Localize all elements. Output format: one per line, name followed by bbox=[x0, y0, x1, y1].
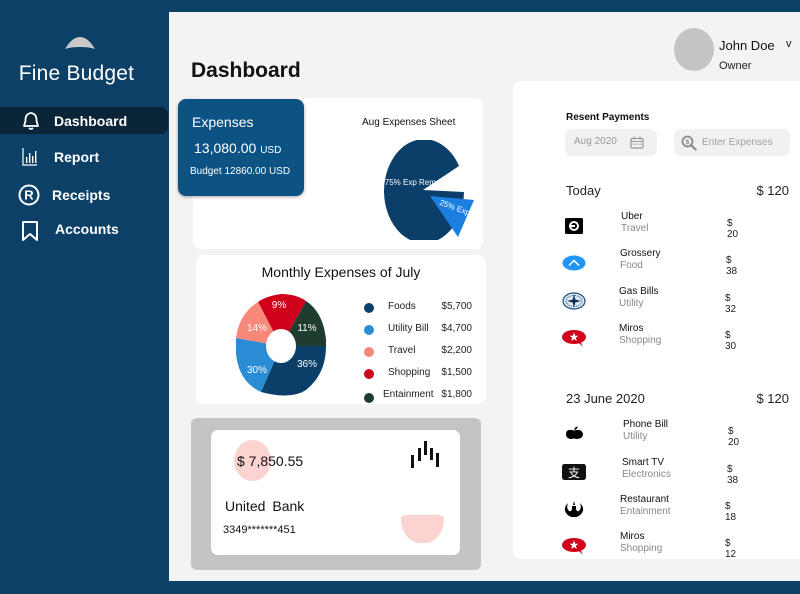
payment-row[interactable]: Phone Bill Utility $ 20 bbox=[561, 419, 741, 449]
legend-dot bbox=[364, 369, 374, 379]
payment-row[interactable]: 支 Smart TV Electronics $ 38 bbox=[561, 457, 741, 487]
sidebar-item-report[interactable]: Report bbox=[0, 143, 168, 170]
payment-row[interactable]: Gas Bills Utility $ 32 bbox=[561, 286, 741, 316]
bar-chart-icon bbox=[19, 146, 41, 168]
date-filter[interactable]: Aug 2020 bbox=[565, 129, 657, 156]
remaining-label: 75% Exp Remaining bbox=[385, 178, 457, 187]
payment-row[interactable]: Miros Shopping $ 30 bbox=[561, 323, 741, 353]
registered-icon: R bbox=[18, 184, 40, 206]
svg-text:R: R bbox=[24, 187, 34, 202]
alipay-icon: 支 bbox=[561, 461, 587, 483]
search-dollar-icon: $ bbox=[681, 135, 697, 151]
legend-item: Travel $2,200 bbox=[361, 344, 486, 360]
sidebar-item-accounts[interactable]: Accounts bbox=[0, 215, 168, 242]
sidebar-item-dashboard[interactable]: Dashboard bbox=[0, 107, 168, 134]
payments-title: Resent Payments bbox=[566, 112, 650, 123]
brand-name: Fine Budget bbox=[18, 62, 135, 85]
user-role: Owner bbox=[719, 60, 752, 72]
card-number: 3349*******451 bbox=[223, 524, 296, 536]
travel-percent: 14% bbox=[247, 323, 267, 334]
sidebar-item-receipts[interactable]: R Receipts bbox=[0, 181, 168, 208]
bank-bars-icon bbox=[411, 441, 439, 468]
cloud-dome-icon bbox=[65, 37, 95, 49]
payment-row[interactable]: Restaurant Entainment $ 18 bbox=[561, 494, 741, 524]
search-box[interactable]: $ bbox=[674, 129, 790, 156]
main-panel: Dashboard John Doe v Owner Aug Expenses … bbox=[169, 12, 800, 581]
uber-icon bbox=[561, 215, 587, 237]
budget-text: Budget 12860.00 USD bbox=[190, 166, 291, 177]
expenses-title: Expenses bbox=[192, 114, 254, 130]
star-bubble-icon bbox=[561, 535, 587, 557]
group-total: $ 120 bbox=[756, 183, 789, 198]
sidebar-item-label: Receipts bbox=[52, 186, 111, 203]
bank-card-container: $ 7,850.55 United Bank 3349*******451 bbox=[191, 418, 481, 570]
legend-item: Entainment $1,800 bbox=[361, 388, 486, 404]
foods-percent: 36% bbox=[297, 359, 317, 370]
user-menu[interactable]: John Doe v Owner bbox=[674, 28, 800, 73]
user-name: John Doe bbox=[719, 38, 775, 53]
payment-row[interactable]: Miros Shopping $ 12 bbox=[561, 531, 741, 561]
page-title: Dashboard bbox=[191, 59, 301, 82]
search-input[interactable] bbox=[702, 134, 786, 151]
calendar-icon bbox=[630, 136, 644, 149]
expenses-amount: 13,080.00 USD bbox=[194, 140, 282, 156]
sidebar: Fine Budget Dashboard Report R Receipts … bbox=[0, 0, 168, 594]
expenses-summary-card[interactable]: Expenses 13,080.00 USD Budget 12860.00 U… bbox=[178, 99, 304, 196]
decorative-blob bbox=[234, 440, 271, 481]
aug-pie-chart: 75% Exp Remaining 25% Exp bbox=[384, 140, 474, 240]
legend-dot bbox=[364, 303, 374, 313]
legend-dot bbox=[364, 347, 374, 357]
date-filter-value: Aug 2020 bbox=[574, 136, 617, 147]
payment-group-header: Today $ 120 bbox=[566, 183, 789, 198]
group-date: Today bbox=[566, 183, 601, 198]
sidebar-item-label: Accounts bbox=[55, 220, 119, 237]
apple-icon bbox=[561, 423, 587, 445]
legend-item: Utility Bill $4,700 bbox=[361, 322, 486, 338]
utility-percent: 30% bbox=[247, 365, 267, 376]
aug-chart-title: Aug Expenses Sheet bbox=[362, 117, 456, 128]
legend-dot bbox=[364, 393, 374, 403]
donut-chart: 9% 11% 36% 30% 14% bbox=[236, 294, 326, 396]
shopping-percent: 9% bbox=[272, 300, 287, 311]
bell-icon bbox=[20, 110, 42, 132]
payment-group-header: 23 June 2020 $ 120 bbox=[566, 391, 789, 406]
avatar[interactable] bbox=[674, 28, 714, 71]
svg-text:支: 支 bbox=[568, 466, 580, 480]
monthly-expenses-card: Monthly Expenses of July 9% 11% 36% 30% … bbox=[196, 255, 486, 404]
legend-item: Shopping $1,500 bbox=[361, 366, 486, 382]
decorative-blob bbox=[401, 515, 444, 543]
chevron-down-icon[interactable]: v bbox=[786, 38, 792, 50]
emblem-icon bbox=[561, 290, 587, 312]
bank-name: United Bank bbox=[225, 498, 305, 514]
sidebar-item-label: Dashboard bbox=[54, 112, 128, 129]
rebel-icon bbox=[561, 498, 587, 520]
group-date: 23 June 2020 bbox=[566, 391, 645, 406]
entainment-percent: 11% bbox=[297, 323, 316, 334]
svg-text:$: $ bbox=[686, 139, 690, 146]
legend-item: Foods $5,700 bbox=[361, 300, 486, 316]
sidebar-item-label: Report bbox=[54, 148, 100, 165]
payment-row[interactable]: Uber Travel $ 20 bbox=[561, 211, 741, 241]
bank-card[interactable]: $ 7,850.55 United Bank 3349*******451 bbox=[211, 430, 460, 555]
legend-dot bbox=[364, 325, 374, 335]
recent-payments-panel: Resent Payments Aug 2020 $ Today $ 120 bbox=[513, 81, 800, 561]
monthly-chart-title: Monthly Expenses of July bbox=[261, 264, 421, 280]
chevron-up-badge-icon bbox=[561, 252, 587, 274]
star-bubble-icon bbox=[561, 327, 587, 349]
bookmark-icon bbox=[19, 220, 41, 242]
card-balance: $ 7,850.55 bbox=[237, 453, 304, 469]
group-total: $ 120 bbox=[756, 391, 789, 406]
payment-row[interactable]: Grossery Food $ 38 bbox=[561, 248, 741, 278]
